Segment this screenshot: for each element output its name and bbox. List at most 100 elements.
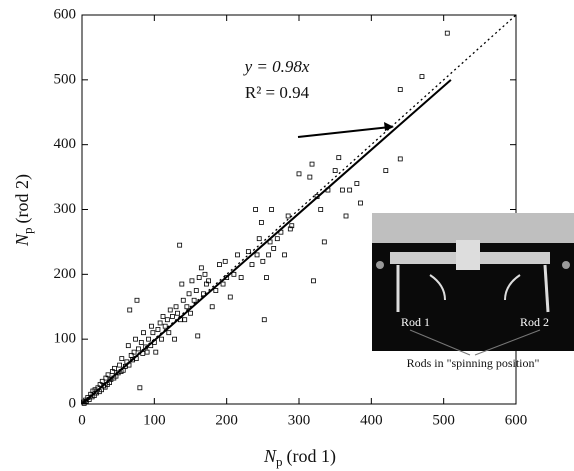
x-tick-label: 200 xyxy=(215,412,238,428)
point xyxy=(419,74,425,79)
point xyxy=(173,304,179,310)
point xyxy=(253,207,259,212)
point xyxy=(206,278,211,284)
point xyxy=(444,30,450,36)
point xyxy=(231,271,237,277)
point xyxy=(182,317,188,323)
point xyxy=(128,352,134,358)
rotation-arrow xyxy=(504,274,521,301)
point xyxy=(160,314,166,319)
bolt xyxy=(376,261,384,269)
xlabel-part: p xyxy=(276,454,283,469)
point xyxy=(131,349,137,355)
point xyxy=(274,236,280,242)
point xyxy=(105,372,111,378)
point xyxy=(213,288,219,293)
point xyxy=(141,330,146,336)
point xyxy=(397,156,403,162)
bolt xyxy=(562,261,570,269)
inset-label: Rod 2 xyxy=(520,315,549,329)
point xyxy=(332,168,338,174)
point xyxy=(258,220,264,225)
point xyxy=(318,207,324,212)
point xyxy=(164,317,170,323)
point xyxy=(261,317,267,323)
point xyxy=(136,346,141,352)
point xyxy=(383,168,389,174)
point xyxy=(217,262,222,268)
point xyxy=(170,314,175,319)
point xyxy=(245,249,251,255)
point xyxy=(127,307,133,313)
x-tick-label: 500 xyxy=(432,412,455,428)
point xyxy=(289,223,295,229)
point xyxy=(358,200,363,206)
point xyxy=(321,239,327,245)
ylabel-part: p xyxy=(20,227,35,234)
point xyxy=(269,207,274,212)
xlabel-part: N xyxy=(263,446,277,466)
point xyxy=(227,294,233,300)
point xyxy=(134,297,140,303)
point xyxy=(249,262,255,268)
point xyxy=(175,310,180,316)
point xyxy=(117,362,123,368)
pointer xyxy=(474,329,541,356)
point xyxy=(347,187,353,193)
point xyxy=(144,349,150,355)
point xyxy=(146,336,151,342)
annotation-arrow xyxy=(297,126,391,138)
point xyxy=(198,265,204,271)
x-tick-label: 100 xyxy=(143,412,166,428)
point xyxy=(149,323,154,329)
point xyxy=(397,87,403,92)
point xyxy=(235,252,240,258)
point xyxy=(186,291,192,297)
point xyxy=(354,181,360,186)
inset-caption: Rods in "spinning position" xyxy=(407,356,540,370)
point xyxy=(339,187,345,193)
annotation-r2: R² = 0.94 xyxy=(245,83,310,102)
point xyxy=(162,323,168,329)
point xyxy=(155,327,161,332)
point xyxy=(296,171,302,177)
point xyxy=(125,343,131,349)
y-tick-label: 500 xyxy=(54,71,77,87)
inset-label: Rod 1 xyxy=(401,315,430,329)
photo-rail xyxy=(372,213,574,243)
point xyxy=(157,320,163,326)
identity-line xyxy=(81,14,517,405)
point xyxy=(220,281,226,287)
x-tick-label: 300 xyxy=(288,412,311,428)
point xyxy=(138,340,144,345)
point xyxy=(336,155,342,161)
y-tick-label: 400 xyxy=(54,136,77,152)
point xyxy=(264,275,269,280)
xlabel-part: (rod 1) xyxy=(287,446,336,467)
point xyxy=(193,288,199,293)
ylabel-part: (rod 2) xyxy=(12,174,33,223)
point xyxy=(166,330,172,336)
point xyxy=(271,245,277,251)
point xyxy=(172,336,177,342)
point xyxy=(179,281,185,287)
point xyxy=(177,242,183,248)
point xyxy=(195,333,201,339)
point xyxy=(180,297,186,303)
rotation-arrow xyxy=(429,274,446,301)
rod xyxy=(543,264,550,313)
point xyxy=(311,278,316,284)
y-tick-label: 100 xyxy=(54,331,77,347)
point xyxy=(189,278,195,284)
photo-hub xyxy=(456,240,480,270)
pointer xyxy=(409,329,471,356)
point xyxy=(196,275,202,280)
point xyxy=(133,336,138,342)
x-tick-label: 0 xyxy=(78,412,86,428)
xlabel: Np (rod 1) xyxy=(263,446,336,469)
point xyxy=(159,336,164,342)
point xyxy=(150,330,156,336)
point xyxy=(343,213,349,219)
point xyxy=(137,385,143,391)
